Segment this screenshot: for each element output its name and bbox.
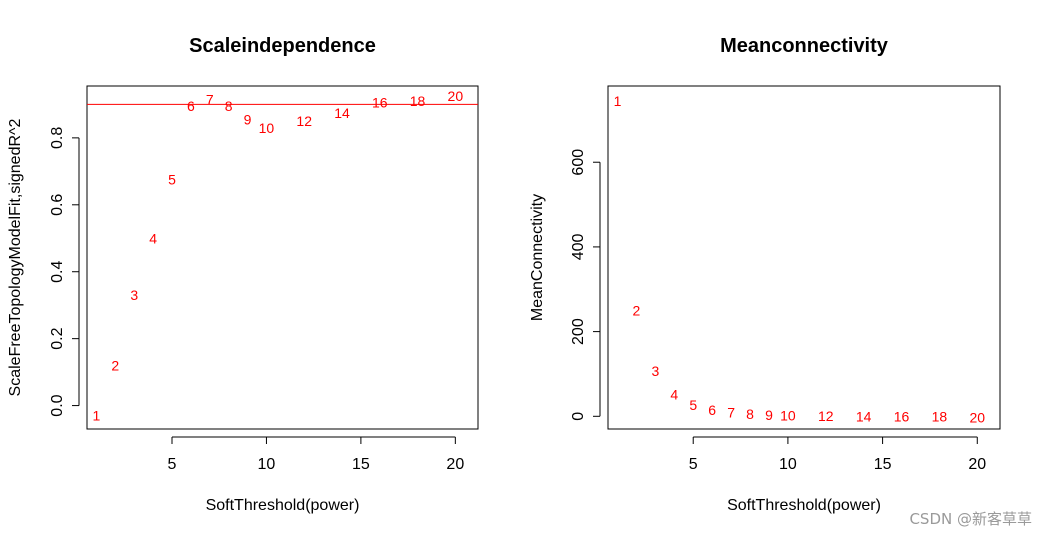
panel-2-x-tick-label-10: 10 [779,456,797,473]
panel-1-point-14: 14 [334,105,350,121]
panel-2-point-3: 3 [651,363,659,379]
panel-2-x-tick-label-20: 20 [968,456,986,473]
panel-1-point-1: 1 [93,408,101,424]
panel-1-point-12: 12 [296,113,312,129]
panel-1-point-8: 8 [225,98,233,114]
panel-1-x-tick-label-15: 15 [352,456,370,473]
panel-1-y-tick-label-2: 0.4 [49,261,66,283]
watermark: CSDN @新客草草 [909,510,1032,528]
panel-1-point-9: 9 [244,111,252,127]
panel-2-point-1: 1 [614,93,622,109]
panel-1-y-tick-label-1: 0.2 [49,327,66,349]
panel-2-y-tick-label-3: 600 [570,149,587,176]
panel-2-point-16: 16 [894,408,910,424]
panel-2-y-tick-label-1: 200 [570,318,587,345]
panel-1-point-5: 5 [168,172,176,188]
panel-1-y-tick-label-3: 0.6 [49,194,66,216]
panel-1-point-16: 16 [372,95,388,111]
panel-2-point-9: 9 [765,407,773,423]
panel-2-point-10: 10 [780,407,796,423]
panel-2-point-5: 5 [689,397,697,413]
panel-1-x-tick-label-10: 10 [258,456,276,473]
panel-2-point-4: 4 [670,386,678,402]
panel-2-x-axis-label: SoftThreshold(power) [727,497,881,514]
panel-2-point-7: 7 [727,404,735,420]
panel-2-point-6: 6 [708,402,716,418]
panel-1-y-axis-label: ScaleFreeTopologyModelFit,signedR^2 [7,118,24,396]
panel-1-point-10: 10 [259,120,275,136]
panel-2-point-20: 20 [969,410,985,426]
panel-2-x-tick-label-5: 5 [689,456,698,473]
panel-1-point-18: 18 [410,93,426,109]
panel-1-plot-frame [86,85,479,430]
panel-2-point-12: 12 [818,408,834,424]
panel-1-point-3: 3 [130,287,138,303]
panel-1-point-4: 4 [149,230,157,246]
panel-2-x-tick-label-15: 15 [874,456,892,473]
panel-1-x-tick-label-20: 20 [446,456,464,473]
panel-1-point-6: 6 [187,98,195,114]
panel-2-point-2: 2 [633,302,641,318]
panel-2-y-tick-label-2: 400 [570,233,587,260]
panel-1-point-2: 2 [111,357,119,373]
panel-2-plot-frame [607,85,1001,430]
panel-1-point-20: 20 [448,88,464,104]
panel-2-point-8: 8 [746,406,754,422]
panel-1-x-axis-label: SoftThreshold(power) [206,497,360,514]
panel-1-x-tick-label-5: 5 [168,456,177,473]
panel-2-point-14: 14 [856,408,872,424]
panel-1-title: Scaleindependence [189,35,376,57]
panel-2-y-tick-label-0: 0 [570,412,587,421]
panel-1-point-7: 7 [206,91,214,107]
panel-2-point-18: 18 [932,408,948,424]
panel-1-y-tick-label-0: 0.0 [49,394,66,416]
panel-2-title: Meanconnectivity [720,35,889,57]
panel-1-y-tick-label-4: 0.8 [49,127,66,149]
panel-2-y-axis-label: MeanConnectivity [529,194,546,321]
